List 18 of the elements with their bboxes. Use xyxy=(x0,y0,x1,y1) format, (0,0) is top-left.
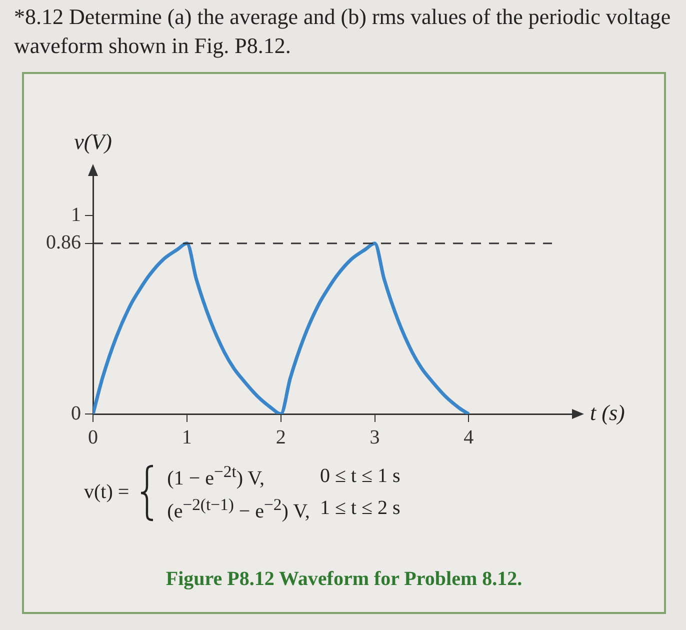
chart-title: *8.12 Determine (a) the average and (b) rms values of the periodic voltage waveform shown in Fig. P8.12. xyxy=(14,3,672,60)
x-tick-label: 1 xyxy=(182,426,192,448)
x-axis-title: t (s) xyxy=(590,400,625,425)
y-tick-label: 0.86 xyxy=(46,232,81,254)
y-axis-title: v(V) xyxy=(74,128,112,154)
text: v(t) = xyxy=(84,481,130,504)
text: (e$^{−2(t−1)}$ − e$^{−2}$) V, xyxy=(167,494,310,524)
text: 0 ≤ t ≤ 1 s xyxy=(320,464,400,488)
x-tick-label: 3 xyxy=(370,426,380,448)
y-tick-label: 1 xyxy=(71,204,81,226)
y-tick-label: 0 xyxy=(71,402,81,424)
x-tick-label: 0 xyxy=(88,426,98,448)
x-tick-label: 4 xyxy=(464,426,474,448)
caption: Figure P8.12 Waveform for Problem 8.12. xyxy=(164,568,524,591)
text: 1 ≤ t ≤ 2 s xyxy=(320,497,400,520)
x-tick-label: 2 xyxy=(276,426,286,448)
text: (1 − e$^{−2t}$) V, xyxy=(167,462,266,491)
line-series xyxy=(93,242,470,414)
